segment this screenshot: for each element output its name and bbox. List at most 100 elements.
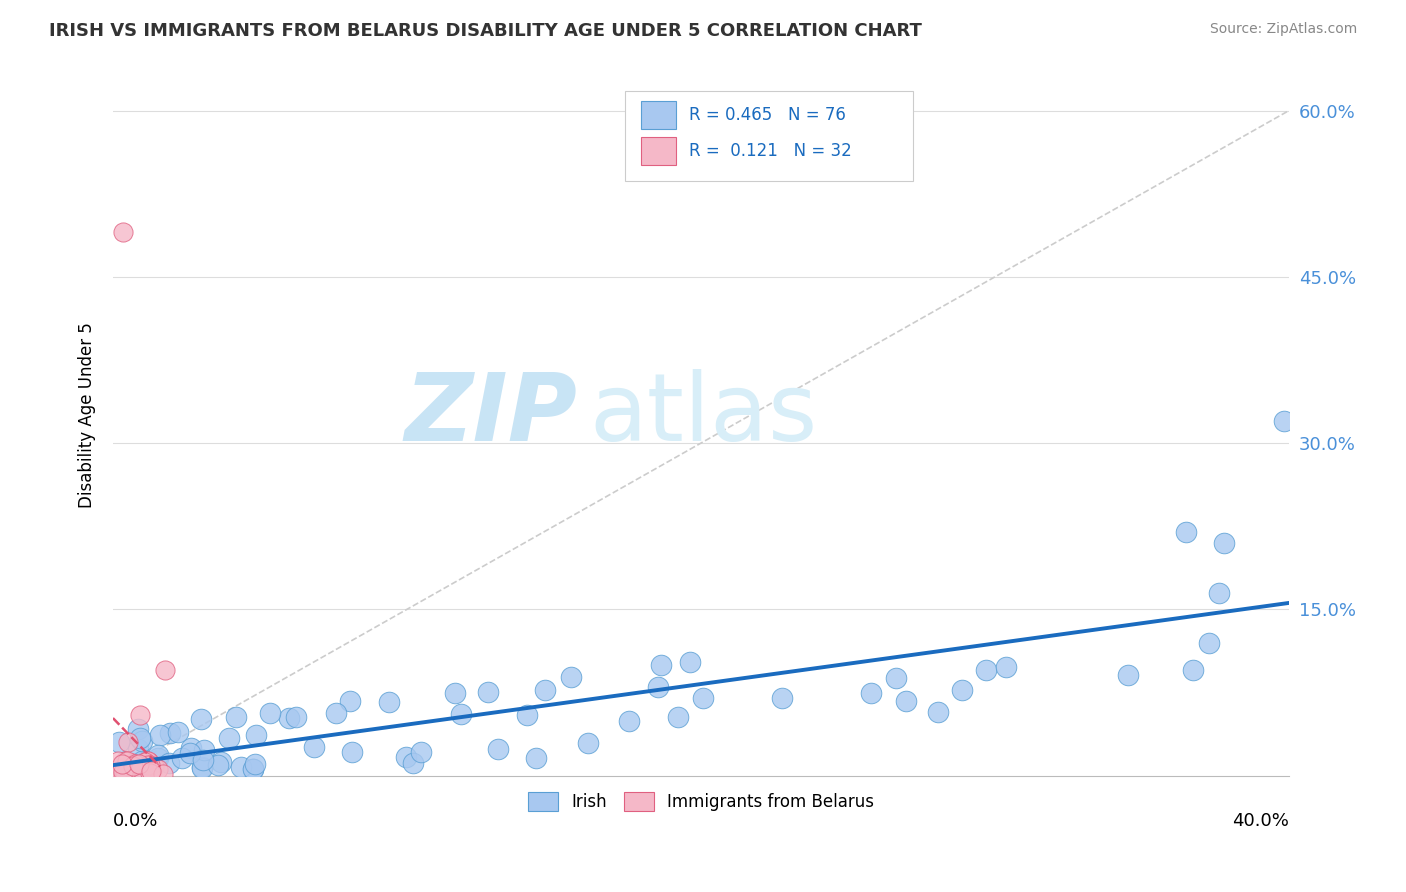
Point [134,756,156,770]
Point [243,757,266,772]
Point [242,762,264,776]
Point [325,706,347,720]
Point [242,762,264,776]
Point [647,681,669,695]
Point [576,736,599,750]
Point [207,758,229,772]
Point [112,226,135,240]
Text: atlas: atlas [589,369,817,461]
Point [110,762,132,776]
Point [128,757,150,772]
Point [896,694,918,708]
Point [524,751,547,765]
Point [134,767,156,781]
Point [650,658,672,673]
Point [402,756,425,770]
Point [180,741,202,756]
Point [193,743,215,757]
Point [142,759,165,773]
Point [153,663,176,677]
Point [136,754,159,768]
Point [378,695,401,709]
Point [1208,585,1230,599]
FancyBboxPatch shape [624,91,912,181]
Point [107,754,129,768]
Point [259,706,281,720]
Text: R =  0.121   N = 32: R = 0.121 N = 32 [689,142,852,160]
Point [516,707,538,722]
Point [952,682,974,697]
Point [772,690,794,705]
Point [131,754,153,768]
Text: R = 0.465   N = 76: R = 0.465 N = 76 [689,106,846,124]
Point [193,753,215,767]
Point [139,765,162,780]
Point [1116,668,1139,682]
Point [108,735,131,749]
Point [179,746,201,760]
Point [1174,524,1197,539]
Point [149,728,172,742]
Text: 40.0%: 40.0% [1232,812,1289,830]
Point [110,756,132,771]
Point [146,762,169,776]
FancyBboxPatch shape [641,101,676,129]
Point [218,731,240,746]
Point [560,669,582,683]
Point [167,725,190,739]
Point [1212,536,1234,550]
Point [136,758,159,772]
Point [159,726,181,740]
Point [617,714,640,728]
Point [450,706,472,721]
Point [443,686,465,700]
Point [884,671,907,685]
Point [191,761,214,775]
Point [477,685,499,699]
Point [117,759,139,773]
Point [304,739,326,754]
Point [679,655,702,669]
Point [111,764,134,779]
Point [209,755,232,769]
Y-axis label: Disability Age Under 5: Disability Age Under 5 [79,322,96,508]
Point [117,735,139,749]
Point [339,694,361,708]
Point [141,764,163,778]
Point [114,761,136,775]
Text: 0.0%: 0.0% [112,812,159,830]
Point [115,754,138,768]
Point [340,745,363,759]
Point [974,663,997,677]
Point [1272,414,1295,428]
Point [135,754,157,768]
Point [131,764,153,779]
Point [129,707,152,722]
Point [859,686,882,700]
Point [225,709,247,723]
Point [146,747,169,762]
Point [146,750,169,764]
Point [157,756,180,770]
Point [152,767,174,781]
Text: ZIP: ZIP [405,369,578,461]
Text: IRISH VS IMMIGRANTS FROM BELARUS DISABILITY AGE UNDER 5 CORRELATION CHART: IRISH VS IMMIGRANTS FROM BELARUS DISABIL… [49,22,922,40]
Point [127,741,149,756]
Point [131,734,153,748]
Point [111,763,134,777]
Point [121,756,143,771]
Point [114,767,136,781]
Point [122,759,145,773]
Point [138,755,160,769]
Point [125,758,148,772]
Point [114,754,136,768]
Point [191,760,214,774]
Point [229,759,252,773]
Point [666,710,689,724]
Point [112,767,135,781]
Point [105,766,128,780]
Point [136,754,159,768]
Point [995,660,1018,674]
Point [534,682,557,697]
Point [124,757,146,772]
